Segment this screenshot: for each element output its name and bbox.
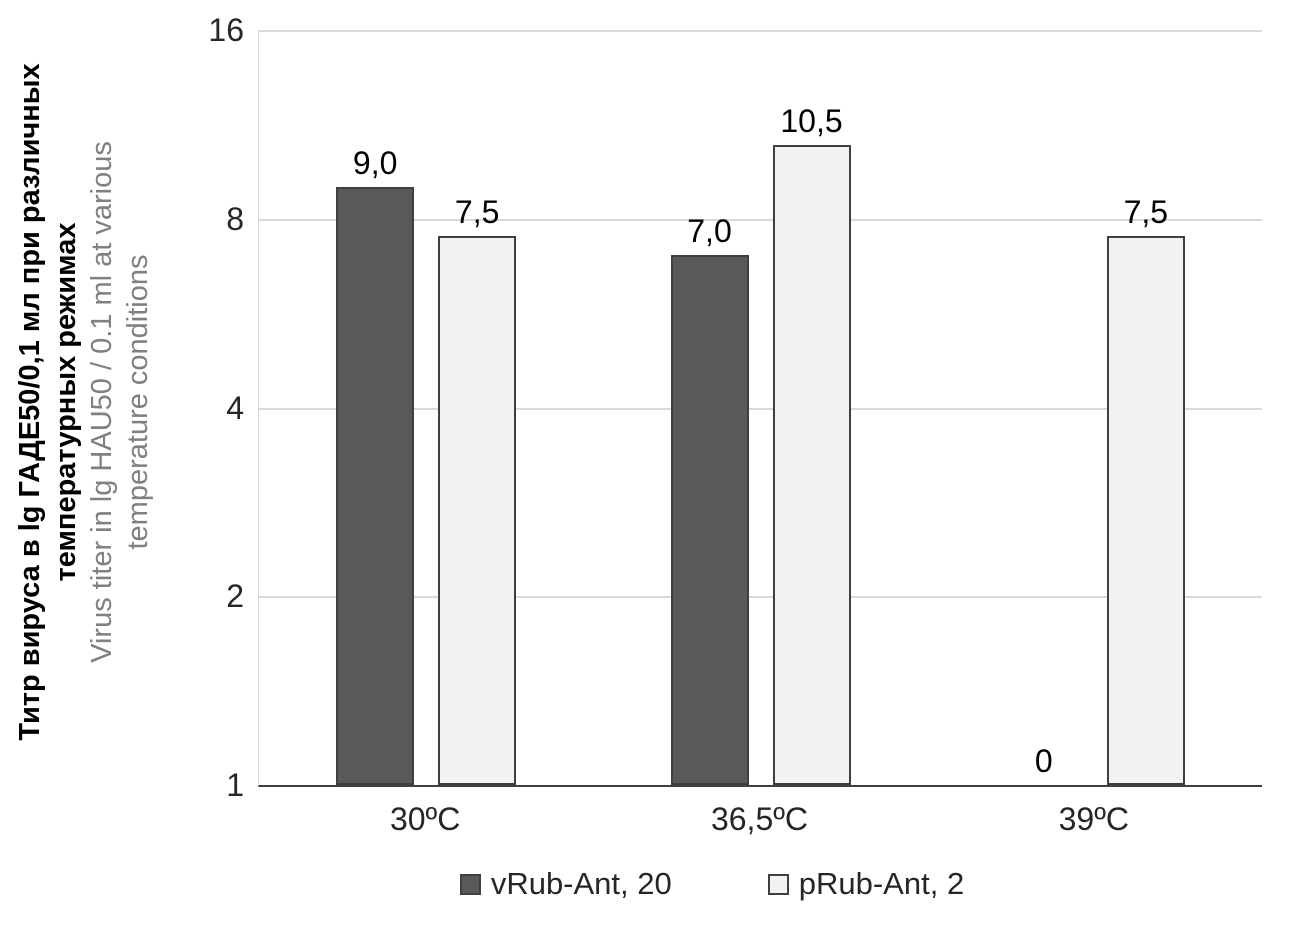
legend-label-prub-ant: pRub-Ant, 2 xyxy=(798,866,965,901)
y-axis-title-ru-line1: Титр вируса в lg ГАДЕ50/0,1 мл при разли… xyxy=(14,63,46,741)
legend-swatch-prub-ant-icon xyxy=(767,873,789,895)
x-category-label-36-5-c: 36,5ºC xyxy=(710,801,809,837)
x-axis-labels: 30ºC 36,5ºC 39ºC xyxy=(258,801,1262,841)
plot-area: 9,0 7,5 7,0 10,5 0 7,5 xyxy=(258,30,1262,787)
bar-value-label-prub-ant-2-39-c: 7,5 xyxy=(1123,194,1169,231)
legend-swatch-vrub-ant-icon xyxy=(459,873,481,895)
y-axis-title-en-line1: Virus titer in lg HAU50 / 0.1 ml at vari… xyxy=(86,141,118,663)
gridline-16 xyxy=(259,30,1262,32)
gridline-8 xyxy=(259,218,1262,221)
bar-value-label-vrub-ant-20-36-5-c: 7,0 xyxy=(687,213,732,250)
legend-item-prub-ant: pRub-Ant, 2 xyxy=(767,866,965,902)
x-category-label-39-c: 39ºC xyxy=(1058,801,1130,837)
gridline-4 xyxy=(259,407,1262,410)
bar-prub-ant-2-36-5-c xyxy=(772,144,851,785)
bar-prub-ant-2-30-c xyxy=(438,236,517,785)
gridline-2 xyxy=(259,596,1262,599)
bar-prub-ant-2-39-c xyxy=(1106,236,1185,785)
y-axis-title-en-line2: temperature conditions xyxy=(122,254,154,550)
bar-value-label-prub-ant-2-36-5-c: 10,5 xyxy=(780,102,843,139)
y-axis-title-ru-line2: температурных режимах xyxy=(50,222,82,582)
bar-value-label-vrub-ant-20-39-c: 0 xyxy=(1034,743,1053,779)
bar-vrub-ant-20-30-c xyxy=(336,186,415,785)
legend-label-vrub-ant: vRub-Ant, 20 xyxy=(490,866,672,901)
bar-value-label-prub-ant-2-30-c: 7,5 xyxy=(454,194,500,231)
bar-value-label-vrub-ant-20-30-c: 9,0 xyxy=(352,144,398,181)
bar-vrub-ant-20-36-5-c xyxy=(670,255,749,785)
y-axis-title-text: Титр вируса в lg ГАДЕ50/0,1 мл при разли… xyxy=(12,2,156,802)
legend: vRub-Ant, 20 pRub-Ant, 2 xyxy=(210,866,1214,902)
legend-item-vrub-ant: vRub-Ant, 20 xyxy=(459,866,672,902)
x-category-label-30-c: 30ºC xyxy=(389,801,461,837)
